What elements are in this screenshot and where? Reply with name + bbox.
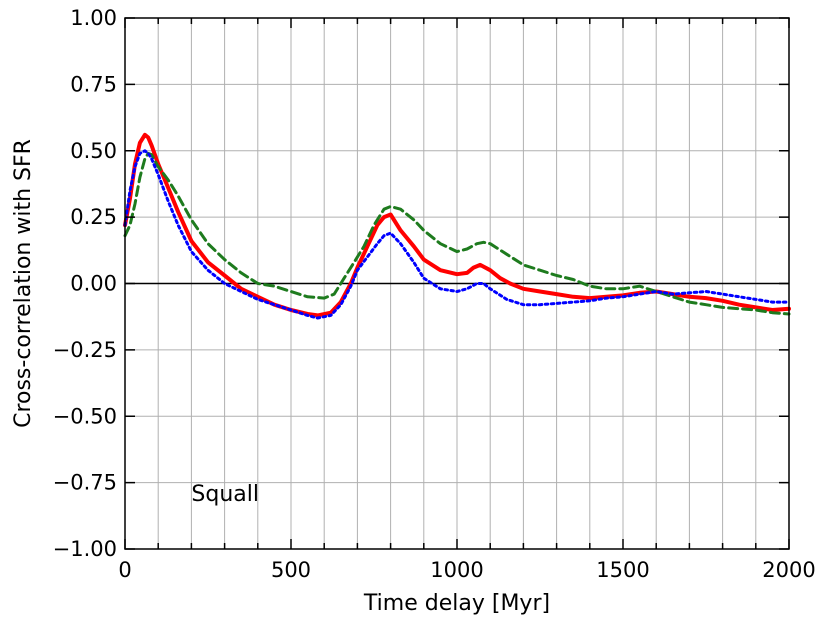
- squall-annotation: Squall: [191, 482, 259, 507]
- series-line-dashed: [123, 151, 791, 316]
- y-tick-label: −0.75: [53, 471, 117, 495]
- x-tick-label: 1000: [430, 558, 483, 582]
- y-axis-label: Cross-correlation with SFR: [11, 139, 36, 428]
- y-tick-label: −0.50: [53, 404, 117, 428]
- series-layer: [123, 132, 791, 320]
- y-tick-label: 1.00: [70, 6, 117, 30]
- x-axis-label: Time delay [Myr]: [363, 591, 550, 616]
- y-tick-label: 0.00: [70, 272, 117, 296]
- y-tick-label: 0.50: [70, 139, 117, 163]
- ticks: [124, 17, 790, 550]
- y-tick-label: 0.75: [70, 72, 117, 96]
- y-tick-label: −0.25: [53, 338, 117, 362]
- x-tick-label: 2000: [762, 558, 815, 582]
- x-tick-label: 500: [271, 558, 311, 582]
- x-tick-label: 0: [118, 558, 131, 582]
- series-line-solid: [123, 132, 791, 318]
- x-tick-label: 1500: [596, 558, 649, 582]
- y-tick-label: −1.00: [53, 537, 117, 561]
- tick-labels: 0 500 1000 1500 2000 −1.00 −0.75 −0.50 −0.25 0.00…: [53, 6, 816, 582]
- series-line-dotted: [123, 149, 791, 320]
- y-tick-label: 0.25: [70, 205, 117, 229]
